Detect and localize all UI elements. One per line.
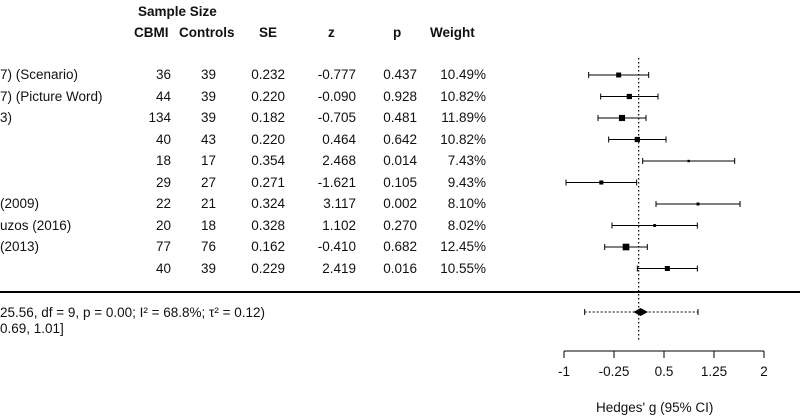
cell-se: 0.182	[251, 110, 285, 125]
cell-controls: 21	[200, 196, 216, 211]
cell-se: 0.162	[251, 239, 285, 254]
effect-square	[626, 93, 632, 100]
cell-controls: 17	[200, 153, 216, 168]
cell-label: uzos (2016)	[0, 217, 72, 233]
cell-z: 2.468	[322, 153, 356, 168]
cell-cbmi: 134	[148, 110, 171, 125]
cell-z: -0.777	[317, 67, 356, 82]
cell-z: -0.410	[317, 239, 356, 254]
effect-square	[616, 72, 622, 78]
summary-interval: 0.69, 1.01]	[0, 321, 64, 336]
cell-cbmi: 29	[155, 174, 171, 190]
cell-z: 2.419	[322, 260, 356, 276]
cell-p: 0.270	[383, 217, 417, 233]
cell-z: -0.090	[317, 88, 356, 104]
x-tick-label: 1.25	[701, 364, 727, 379]
cell-cbmi: 22	[155, 196, 171, 211]
cell-controls: 39	[200, 110, 216, 125]
effect-square	[664, 265, 670, 272]
p-header: p	[393, 25, 402, 40]
cell-se: 0.324	[251, 196, 285, 211]
cell-p: 0.437	[383, 67, 417, 82]
cell-controls: 43	[200, 131, 216, 147]
cell-cbmi: 40	[155, 131, 171, 147]
cell-weight: 8.10%	[447, 196, 486, 211]
x-tick-label: 2	[760, 364, 768, 379]
cell-p: 0.016	[383, 260, 417, 276]
cell-cbmi: 44	[155, 88, 171, 104]
cell-p: 0.481	[383, 110, 417, 125]
cell-se: 0.220	[251, 131, 285, 147]
effect-square	[653, 224, 657, 227]
cell-weight: 11.89%	[441, 110, 486, 125]
cell-label: 7) (Picture Word)	[0, 88, 103, 104]
effect-square	[696, 202, 700, 206]
cell-controls: 27	[200, 174, 216, 190]
cell-weight: 10.82%	[440, 131, 486, 147]
effect-square	[599, 180, 604, 185]
cell-z: 0.464	[322, 131, 356, 147]
cell-cbmi: 77	[155, 239, 171, 254]
cell-controls: 39	[200, 88, 216, 104]
cell-p: 0.105	[383, 174, 417, 190]
separator-line	[0, 291, 800, 293]
cell-controls: 39	[200, 260, 216, 276]
cell-label: 3)	[0, 110, 13, 125]
cell-se: 0.229	[251, 260, 285, 276]
cell-se: 0.328	[251, 217, 285, 233]
cell-se: 0.220	[251, 88, 285, 104]
cell-cbmi: 20	[155, 217, 171, 233]
cell-weight: 10.82%	[440, 88, 486, 104]
z-header: z	[328, 25, 335, 40]
cell-p: 0.002	[383, 196, 417, 211]
effect-square	[622, 243, 630, 251]
cell-z: 1.102	[322, 217, 356, 233]
cell-weight: 7.43%	[447, 153, 486, 168]
cell-p: 0.014	[383, 153, 417, 168]
cell-cbmi: 40	[155, 260, 171, 276]
sample-size-header: Sample Size	[138, 4, 217, 19]
weight-header: Weight	[430, 25, 475, 40]
summary-heterogeneity: 25.56, df = 9, p = 0.00; I² = 68.8%; τ² …	[0, 305, 266, 320]
cell-p: 0.682	[383, 239, 417, 254]
cell-label: 7) (Scenario)	[0, 67, 79, 82]
effect-square	[618, 114, 626, 122]
cell-label: (2009)	[0, 196, 40, 211]
cell-weight: 9.43%	[447, 174, 486, 190]
cell-z: 3.117	[323, 196, 356, 211]
effect-square	[687, 159, 690, 163]
cell-se: 0.271	[251, 174, 285, 190]
x-tick-label: -0.25	[599, 364, 630, 379]
cell-se: 0.354	[251, 153, 285, 168]
cell-se: 0.232	[251, 67, 285, 82]
x-tick-label: 0.5	[655, 364, 674, 379]
effect-square	[634, 136, 640, 143]
x-axis-label: Hedges' g (95% CI)	[596, 400, 714, 415]
cell-controls: 39	[200, 67, 216, 82]
cell-weight: 12.45%	[440, 239, 486, 254]
cell-p: 0.928	[383, 88, 417, 104]
cell-label: (2013)	[0, 239, 40, 254]
cell-controls: 76	[200, 239, 216, 254]
controls-header: Controls	[179, 25, 235, 40]
cell-z: -1.621	[317, 174, 356, 190]
cell-weight: 10.55%	[440, 260, 486, 276]
se-header: SE	[259, 25, 278, 40]
cbmi-header: CBMI	[134, 25, 169, 40]
x-tick-label: -1	[558, 364, 570, 379]
cell-weight: 10.49%	[440, 67, 486, 82]
cell-cbmi: 18	[155, 153, 171, 168]
cell-controls: 18	[200, 217, 216, 233]
cell-z: -0.705	[317, 110, 356, 125]
pooled-diamond	[633, 308, 648, 316]
cell-p: 0.642	[383, 131, 417, 147]
cell-weight: 8.02%	[447, 217, 486, 233]
cell-cbmi: 36	[155, 67, 171, 82]
